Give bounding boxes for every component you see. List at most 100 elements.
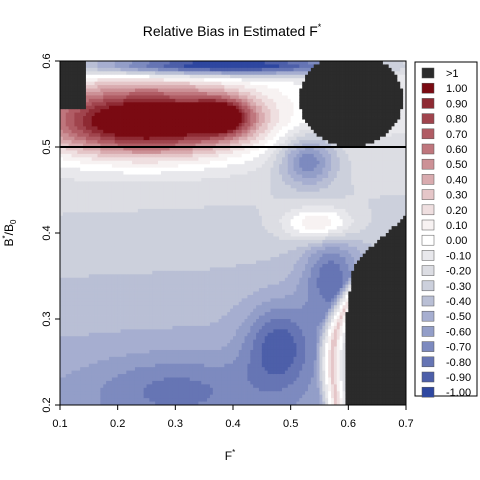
heatmap-cell [97,61,101,65]
heatmap-cell [129,208,133,213]
heatmap-cell [186,112,191,117]
heatmap-cell [74,129,78,134]
heatmap-cell [60,370,64,375]
heatmap-cell [62,198,67,203]
heatmap-cell [163,208,168,213]
heatmap-cell [181,64,185,69]
heatmap-cell [146,67,150,72]
heatmap-cell [103,208,107,213]
heatmap-cell [114,274,119,279]
heatmap-cell [80,91,84,96]
heatmap-cell [94,91,98,96]
heatmap-cell [195,102,199,107]
heatmap-cell [85,363,90,368]
heatmap-cell [120,184,124,189]
heatmap-cell [91,150,95,155]
heatmap-cell [181,229,185,234]
heatmap-cell [155,270,159,275]
heatmap-cell [88,308,93,313]
heatmap-cell [166,322,170,327]
heatmap-cell [192,88,196,93]
heatmap-cell [111,184,116,189]
heatmap-cell [181,253,185,258]
heatmap-cell [178,391,182,396]
heatmap-cell [100,61,104,65]
heatmap-cell [111,181,116,186]
heatmap-cell [103,401,107,405]
heatmap-cell [181,363,185,368]
heatmap-cell [181,263,185,268]
heatmap-cell [140,370,145,375]
heatmap-cell [80,81,84,86]
heatmap-cell [100,147,104,151]
heatmap-cell [103,212,107,217]
heatmap-cell [94,174,98,179]
heatmap-cell [123,363,127,368]
heatmap-cell [88,157,93,162]
heatmap-cell [80,243,84,248]
heatmap-cell [74,353,78,358]
heatmap-cell [186,143,191,148]
heatmap-cell [163,308,168,313]
heatmap-cell [120,315,124,320]
heatmap-cell [163,250,168,255]
heatmap-cell [195,253,199,258]
heatmap-cell [189,360,194,365]
heatmap-cell [166,85,170,89]
heatmap-cell [189,184,194,189]
heatmap-cell [186,109,191,113]
heatmap-cell [169,291,173,296]
heatmap-cell [198,322,202,327]
heatmap-cell [77,239,81,244]
heatmap-cell [195,143,199,148]
heatmap-cell [183,164,188,169]
heatmap-cell [123,401,127,405]
heatmap-cell [152,239,156,244]
heatmap-cell [120,353,124,358]
heatmap-cell [109,370,113,375]
heatmap-cell [192,81,196,86]
heatmap-cell [155,212,159,217]
heatmap-cell [181,116,185,120]
heatmap-cell [126,343,130,347]
heatmap-cell [189,374,194,378]
heatmap-cell [178,384,182,389]
heatmap-cell [175,226,179,230]
heatmap-cell [83,398,87,402]
heatmap-cell [97,267,101,272]
heatmap-cell [120,157,124,162]
heatmap-cell [169,356,173,361]
heatmap-cell [94,136,98,141]
heatmap-cell [152,312,156,316]
heatmap-cell [140,391,145,396]
heatmap-cell [175,332,179,337]
heatmap-cell [65,191,70,196]
heatmap-cell [186,301,191,306]
heatmap-cell [169,157,173,162]
heatmap-cell [117,288,121,292]
heatmap-cell [175,167,179,172]
heatmap-cell [140,229,145,234]
heatmap-cell [71,336,75,341]
heatmap-cell [163,112,168,117]
heatmap-cell [195,401,199,405]
heatmap-cell [134,305,139,310]
heatmap-cell [155,67,159,72]
heatmap-cell [100,67,104,72]
heatmap-cell [88,319,93,323]
heatmap-cell [60,184,64,189]
heatmap-cell [65,239,70,244]
heatmap-cell [129,143,133,148]
heatmap-cell [186,398,191,402]
heatmap-cell [149,319,153,323]
heatmap-cell [111,164,116,169]
heatmap-cell [149,174,153,179]
heatmap-cell [62,263,67,268]
heatmap-cell [103,274,107,279]
heatmap-cell [158,291,162,296]
heatmap-cell [97,356,101,361]
heatmap-cell [88,356,93,361]
heatmap-cell [114,91,119,96]
heatmap-cell [189,102,194,107]
heatmap-cell [94,391,98,396]
